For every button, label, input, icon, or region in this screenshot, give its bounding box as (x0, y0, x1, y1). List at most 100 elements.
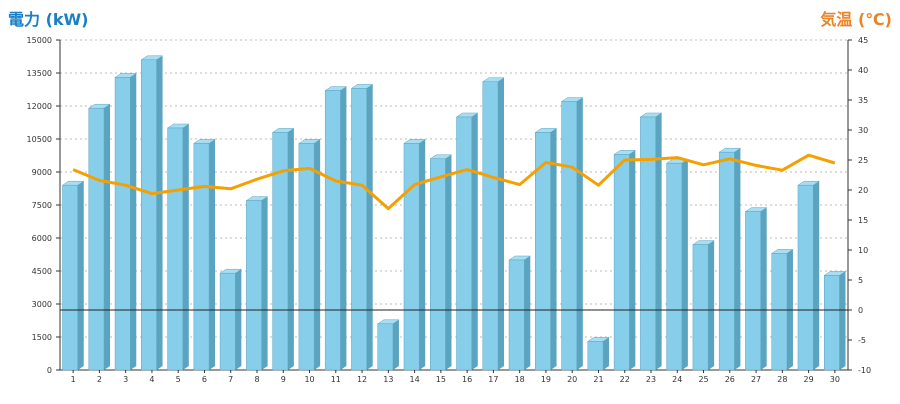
left-tick-label: 9000 (32, 168, 52, 177)
left-tick-label: 1500 (32, 333, 52, 342)
temperature-line (72, 153, 836, 211)
right-tick-label: 5 (858, 276, 863, 285)
bar (666, 162, 683, 371)
bar (745, 211, 761, 371)
left-tick-label: 7500 (32, 201, 52, 210)
x-tick-label: 11 (331, 375, 341, 384)
right-axis-title: 気温 (℃) (820, 10, 892, 29)
bar (508, 259, 525, 371)
x-tick-label: 3 (123, 375, 128, 384)
bar (718, 151, 735, 371)
bar-side (734, 148, 741, 370)
bar (771, 253, 788, 371)
bar (324, 90, 341, 371)
bar-side (445, 154, 452, 370)
bar (587, 341, 604, 371)
bar-side (182, 124, 189, 370)
left-tick-label: 0 (47, 366, 52, 375)
bar-side (419, 139, 426, 370)
bar (403, 143, 420, 371)
bar-side (130, 73, 137, 371)
bar (482, 81, 499, 371)
bar-side (471, 113, 478, 370)
bar (640, 116, 656, 371)
bar (193, 143, 210, 371)
left-tick-label: 4500 (32, 267, 52, 276)
x-tick-label: 22 (620, 375, 630, 384)
x-tick-label: 5 (176, 375, 181, 384)
bar (377, 323, 394, 371)
bar (88, 107, 105, 371)
x-tick-label: 21 (593, 375, 603, 384)
x-tick-label: 12 (357, 375, 367, 384)
bar-side (498, 77, 505, 371)
right-tick-label: 40 (858, 66, 868, 75)
x-tick-label: 19 (541, 375, 551, 384)
right-tick-label: 25 (858, 156, 868, 165)
x-tick-label: 14 (410, 375, 420, 384)
bar-side (261, 196, 268, 370)
bar (246, 200, 262, 371)
left-tick-label: 3000 (32, 300, 52, 309)
bar-side (366, 84, 373, 371)
left-tick-label: 13500 (27, 69, 52, 78)
bar-side (629, 150, 636, 370)
bar (62, 184, 79, 371)
bar (692, 244, 709, 371)
left-tick-label: 15000 (27, 36, 52, 45)
bar-side (392, 319, 399, 370)
bar-side (655, 113, 662, 370)
bar (429, 158, 446, 371)
bar-side (287, 128, 294, 370)
right-tick-label: -10 (858, 366, 871, 375)
bar-side (524, 256, 531, 370)
bar-side (156, 55, 163, 371)
right-tick-label: 10 (858, 246, 868, 255)
x-tick-label: 6 (202, 375, 207, 384)
bar-side (760, 207, 767, 370)
x-tick-label: 7 (228, 375, 233, 384)
right-tick-label: -5 (858, 336, 866, 345)
right-tick-label: 30 (858, 126, 868, 135)
x-tick-label: 26 (725, 375, 735, 384)
x-tick-label: 16 (462, 375, 472, 384)
bar-side (708, 240, 715, 370)
bar (167, 127, 184, 371)
x-tick-label: 2 (97, 375, 102, 384)
right-tick-label: 35 (858, 96, 868, 105)
right-tick-label: 20 (858, 186, 868, 195)
right-tick-label: 0 (858, 306, 863, 315)
x-tick-label: 27 (751, 375, 761, 384)
x-tick-label: 25 (698, 375, 708, 384)
x-tick-label: 1 (71, 375, 76, 384)
x-tick-label: 10 (304, 375, 314, 384)
right-tick-label: 15 (858, 216, 868, 225)
x-tick-label: 24 (672, 375, 682, 384)
bar (219, 272, 236, 371)
x-tick-label: 13 (383, 375, 393, 384)
bar-side (235, 269, 242, 370)
bar-side (681, 159, 688, 370)
bar-side (603, 337, 610, 370)
x-tick-label: 18 (515, 375, 525, 384)
x-tick-label: 17 (488, 375, 498, 384)
left-tick-label: 6000 (32, 234, 52, 243)
bar (823, 275, 840, 371)
bar-side (839, 271, 846, 370)
bar (298, 143, 315, 371)
bar-side (340, 86, 347, 370)
bar-side (813, 181, 820, 370)
x-tick-label: 28 (777, 375, 787, 384)
x-tick-label: 9 (281, 375, 286, 384)
bar (351, 88, 367, 371)
bar (561, 101, 578, 371)
x-tick-label: 30 (830, 375, 840, 384)
bar (272, 132, 289, 371)
x-tick-label: 4 (149, 375, 154, 384)
bar-side (104, 104, 111, 370)
bar (535, 132, 551, 371)
left-axis-title: 電力 (kW) (8, 10, 89, 29)
x-tick-label: 23 (646, 375, 656, 384)
